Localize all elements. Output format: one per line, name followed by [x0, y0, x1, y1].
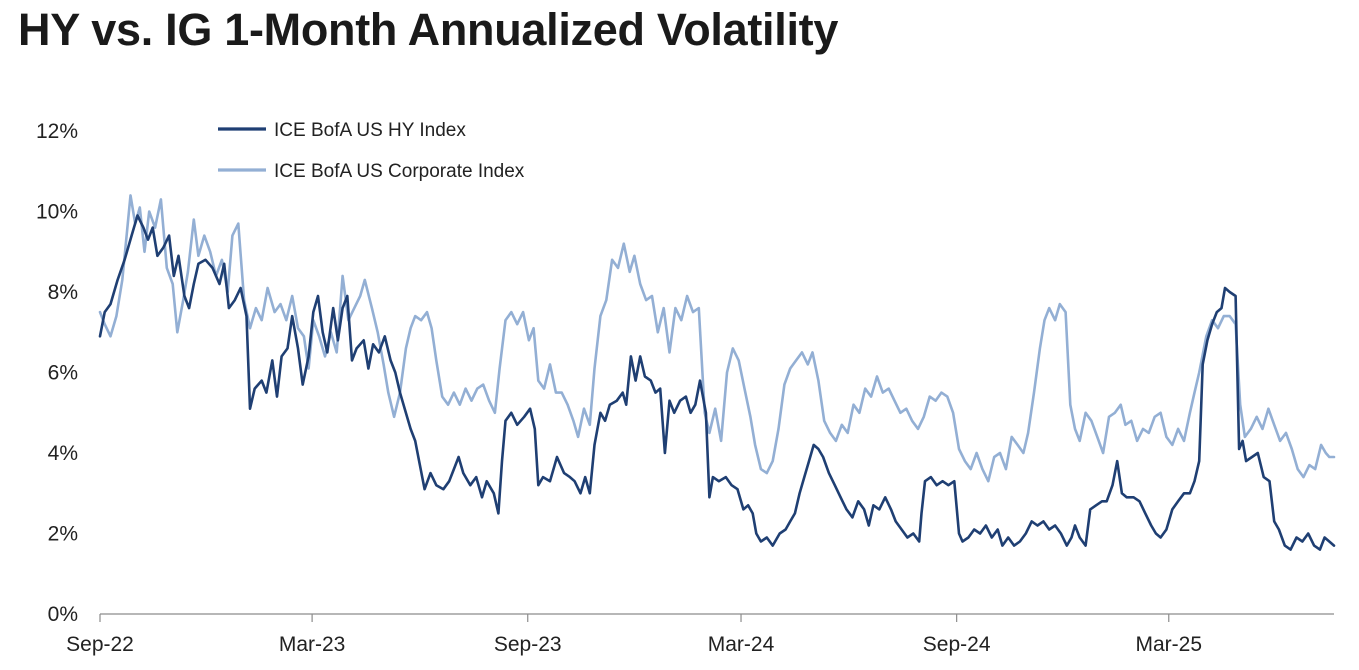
y-tick-label: 6%: [48, 362, 78, 385]
y-tick-label: 2%: [48, 523, 78, 546]
x-axis: Sep-22 Mar-23 Sep-23 Mar-24 Sep-24 Mar-25: [66, 613, 1334, 656]
y-tick-label: 0%: [48, 603, 78, 626]
x-tick-label: Sep-24: [923, 633, 991, 656]
legend-label: ICE BofA US HY Index: [274, 120, 466, 141]
series-layer: [98, 194, 1336, 551]
chart-title: HY vs. IG 1-Month Annualized Volatility: [18, 4, 839, 55]
x-tick-label: Sep-22: [66, 633, 134, 656]
x-tick-label: Sep-23: [494, 633, 562, 656]
y-tick-label: 4%: [48, 442, 78, 465]
legend: ICE BofA US HY Index ICE BofA US Corporat…: [218, 120, 525, 182]
y-tick-label: 10%: [36, 201, 78, 224]
series-line-hy: [98, 214, 1336, 551]
legend-label: ICE BofA US Corporate Index: [274, 161, 525, 182]
x-tick-label: Mar-24: [708, 633, 775, 656]
x-tick-label: Mar-23: [279, 633, 346, 656]
x-tick-label: Mar-25: [1135, 633, 1202, 656]
y-tick-label: 12%: [36, 120, 78, 143]
series-line-corporate: [98, 194, 1336, 483]
y-axis: 0% 2% 4% 6% 8% 10% 12%: [36, 120, 78, 626]
y-tick-label: 8%: [48, 281, 78, 304]
